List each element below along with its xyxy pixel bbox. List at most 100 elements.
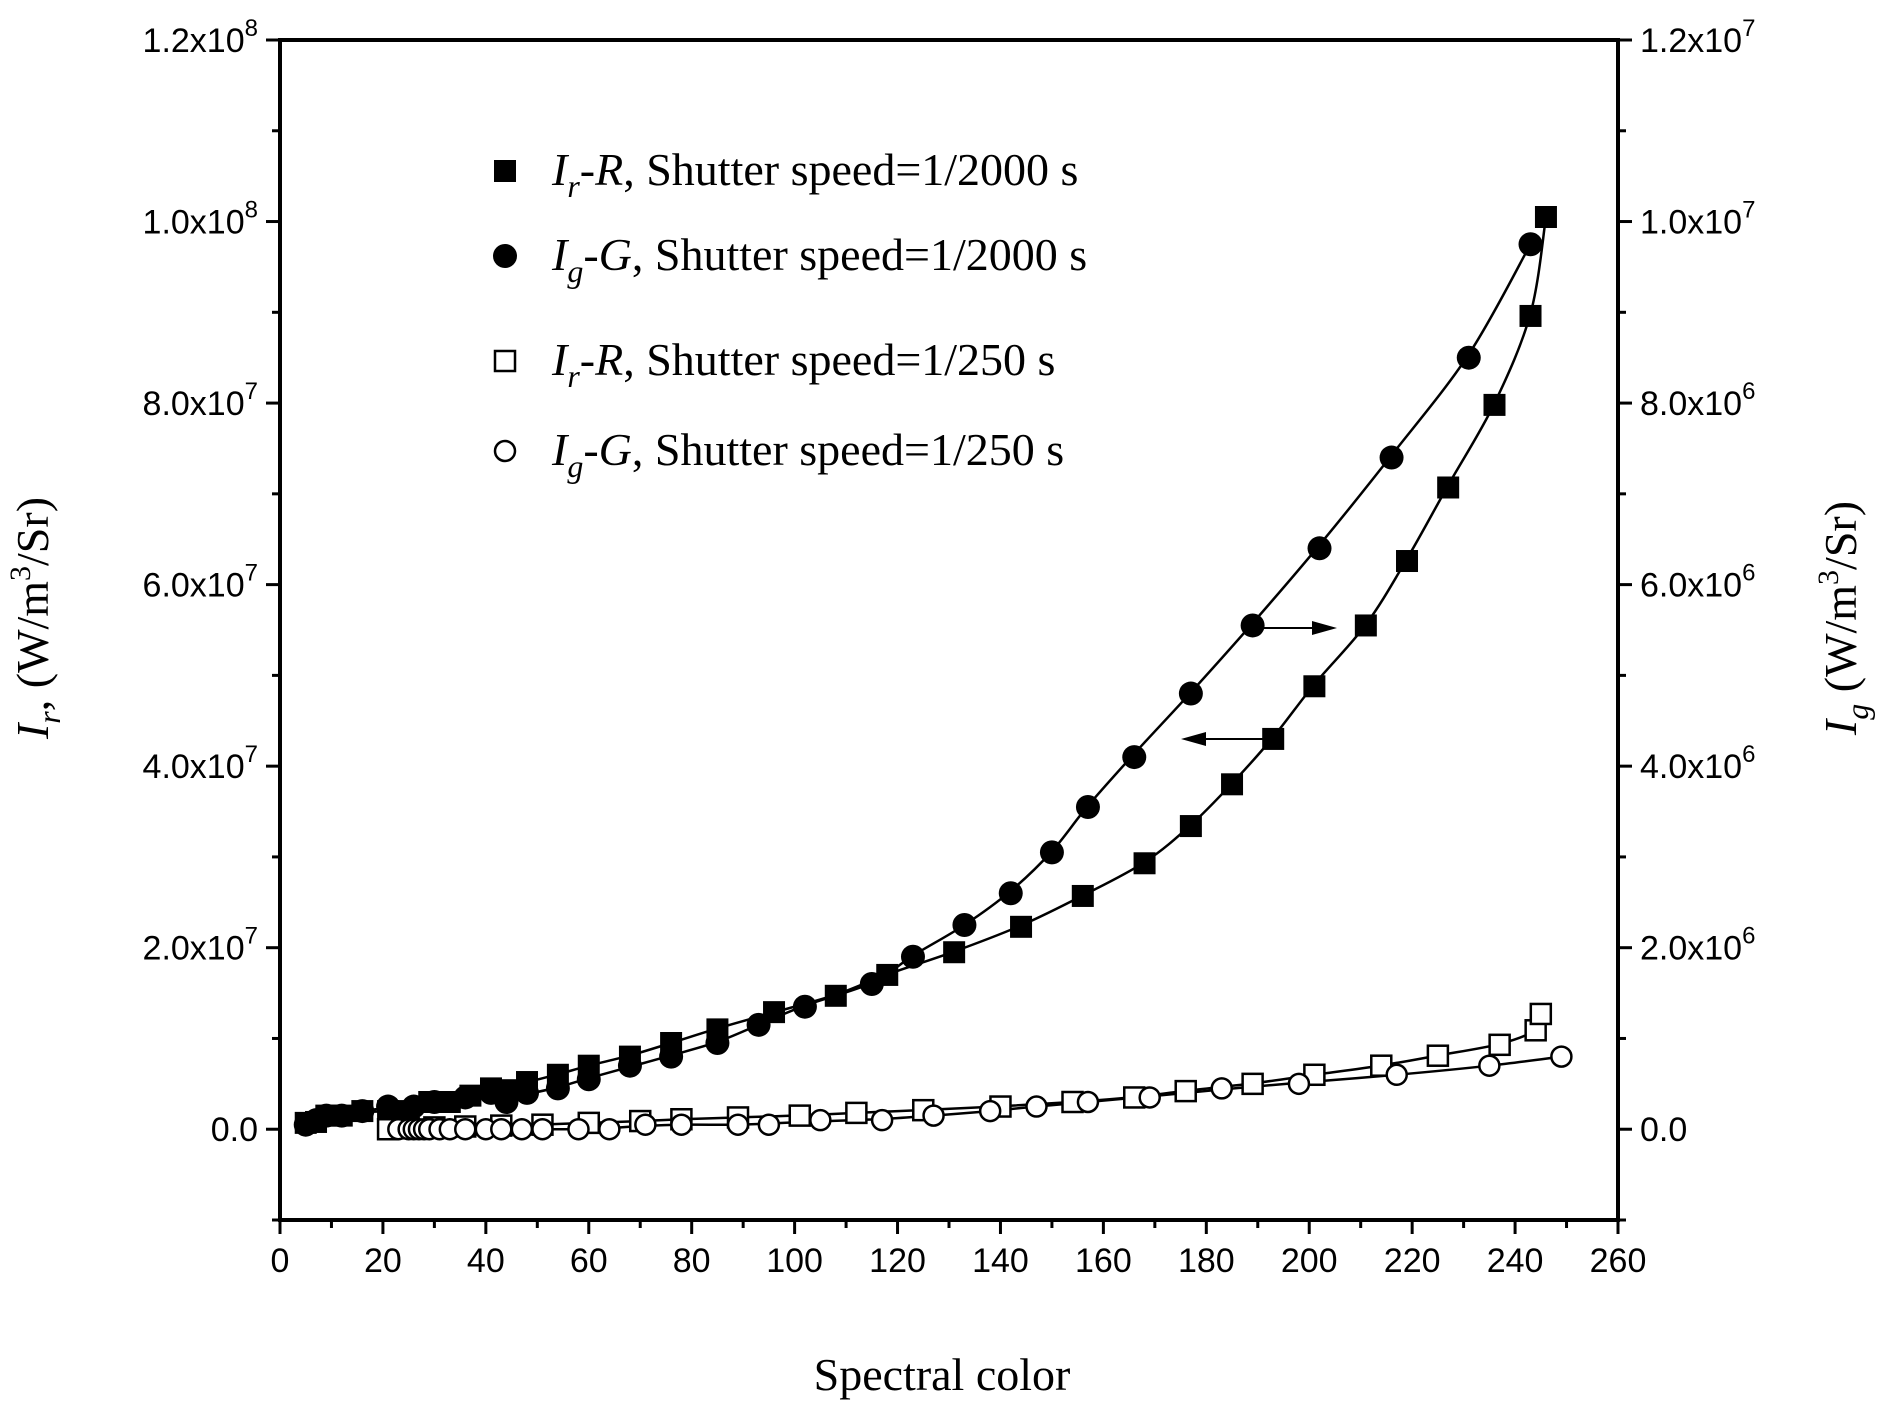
x-tick-label: 80 (673, 1242, 711, 1280)
data-point (1010, 915, 1033, 938)
axes-and-ticks: 0 20 40 60 80 100 120 140 160 180 200 220 240 260 0.0 2… (143, 15, 1756, 1280)
plot-frame (278, 38, 1620, 1222)
svg-text:Ir, (W/m3/Sr): Ir, (W/m3/Sr) (4, 497, 67, 740)
data-point (1178, 681, 1203, 706)
x-tick-label: 120 (869, 1242, 926, 1280)
data-point (1303, 675, 1326, 698)
arrow-right-annotation (1248, 621, 1337, 635)
x-tick-label: 220 (1384, 1242, 1441, 1280)
data-point (788, 1104, 812, 1127)
data-point (350, 1099, 375, 1124)
data-point (1174, 1079, 1197, 1103)
data-marks (293, 206, 1573, 1141)
data-point (792, 994, 817, 1019)
y-left-tick-label: 8.0x107 (143, 378, 258, 423)
legend-entry-2: Ig-G, Shutter speed=1/2000 s (493, 229, 1087, 289)
x-tick-label: 160 (1075, 1242, 1132, 1280)
data-point (567, 1117, 590, 1141)
x-tick-label: 0 (271, 1242, 290, 1280)
data-point (422, 1090, 447, 1114)
data-point (1437, 476, 1460, 499)
x-tick-label: 180 (1178, 1242, 1235, 1280)
data-point (453, 1085, 478, 1110)
y-left-tick-label: 2.0x107 (143, 923, 258, 968)
x-tick-label: 100 (766, 1242, 823, 1280)
data-point (1076, 1090, 1100, 1114)
data-point (1287, 1072, 1311, 1096)
y-left-tick-label: 6.0x107 (143, 560, 258, 605)
data-point (824, 984, 847, 1007)
data-point (726, 1113, 750, 1136)
data-point (401, 1094, 426, 1119)
data-point (922, 1104, 945, 1127)
data-point (329, 1103, 354, 1128)
legend-marker (493, 349, 517, 373)
legend-marker (493, 244, 517, 268)
y-right-axis-title: Ig (W/m3/Sr) (1812, 501, 1875, 736)
data-point (998, 881, 1023, 906)
data-point (1550, 1045, 1573, 1068)
series-4-points (387, 1045, 1573, 1141)
y-left-tick-label: 0.0 (211, 1111, 258, 1149)
data-point (859, 972, 884, 996)
data-point (900, 944, 925, 969)
data-point (1133, 852, 1156, 875)
legend-label: Ir-R, Shutter speed=1/2000 s (551, 144, 1078, 204)
data-point (1221, 773, 1244, 796)
x-tick-label: 40 (467, 1242, 505, 1280)
legend-marker (494, 160, 516, 182)
y-left-tick-label: 4.0x107 (143, 741, 258, 786)
data-point (1262, 727, 1285, 750)
data-point (1518, 232, 1543, 257)
data-point (1179, 815, 1202, 838)
data-point (1025, 1095, 1048, 1118)
legend-label: Ig-G, Shutter speed=1/250 s (551, 424, 1064, 484)
data-point (809, 1108, 832, 1132)
x-tick-label: 20 (364, 1242, 402, 1280)
data-point (1071, 884, 1094, 907)
legend-entry-4: Ig-G, Shutter speed=1/250 s (493, 424, 1064, 484)
data-point (1426, 1044, 1450, 1067)
legend-marker (493, 439, 517, 463)
data-point (617, 1053, 642, 1078)
data-point (763, 1001, 786, 1024)
data-point (1075, 795, 1100, 819)
data-point (598, 1117, 621, 1141)
data-point (757, 1113, 781, 1136)
data-point (634, 1113, 657, 1136)
data-point (515, 1080, 540, 1105)
y-left-tick-label: 1.2x108 (143, 15, 258, 60)
data-point (1354, 614, 1377, 637)
data-point (943, 941, 966, 964)
data-point (490, 1117, 513, 1141)
data-point (1534, 206, 1557, 228)
y-right-tick-label: 2.0x106 (1640, 923, 1755, 968)
data-point (978, 1099, 1002, 1123)
data-point (454, 1117, 477, 1141)
data-point (1519, 304, 1542, 327)
data-point (494, 1090, 519, 1114)
y-left-tick-label: 1.0x108 (143, 197, 258, 242)
x-tick-label: 140 (972, 1242, 1029, 1280)
data-point (576, 1067, 601, 1092)
data-point (1241, 1072, 1264, 1096)
x-tick-label: 260 (1590, 1242, 1647, 1280)
y-right-tick-label: 1.0x107 (1640, 197, 1755, 242)
legend-entry-1: Ir-R, Shutter speed=1/2000 s (494, 144, 1078, 204)
data-point (1122, 745, 1147, 770)
data-point (952, 913, 977, 937)
x-tick-label: 60 (570, 1242, 608, 1280)
legend-entry-3: Ir-R, Shutter speed=1/250 s (493, 334, 1055, 394)
x-tick-label: 200 (1281, 1242, 1338, 1280)
y-right-tick-label: 4.0x106 (1640, 741, 1755, 786)
arrow-left-annotation (1181, 732, 1270, 746)
data-point (531, 1117, 554, 1141)
data-point (1138, 1086, 1161, 1109)
data-point (1488, 1033, 1511, 1057)
legend: Ir-R, Shutter speed=1/2000 s Ig-G, Shutte… (493, 144, 1087, 484)
data-point (870, 1108, 894, 1132)
data-point (659, 1044, 684, 1069)
data-point (1396, 550, 1419, 573)
legend-label: Ig-G, Shutter speed=1/2000 s (551, 229, 1087, 289)
